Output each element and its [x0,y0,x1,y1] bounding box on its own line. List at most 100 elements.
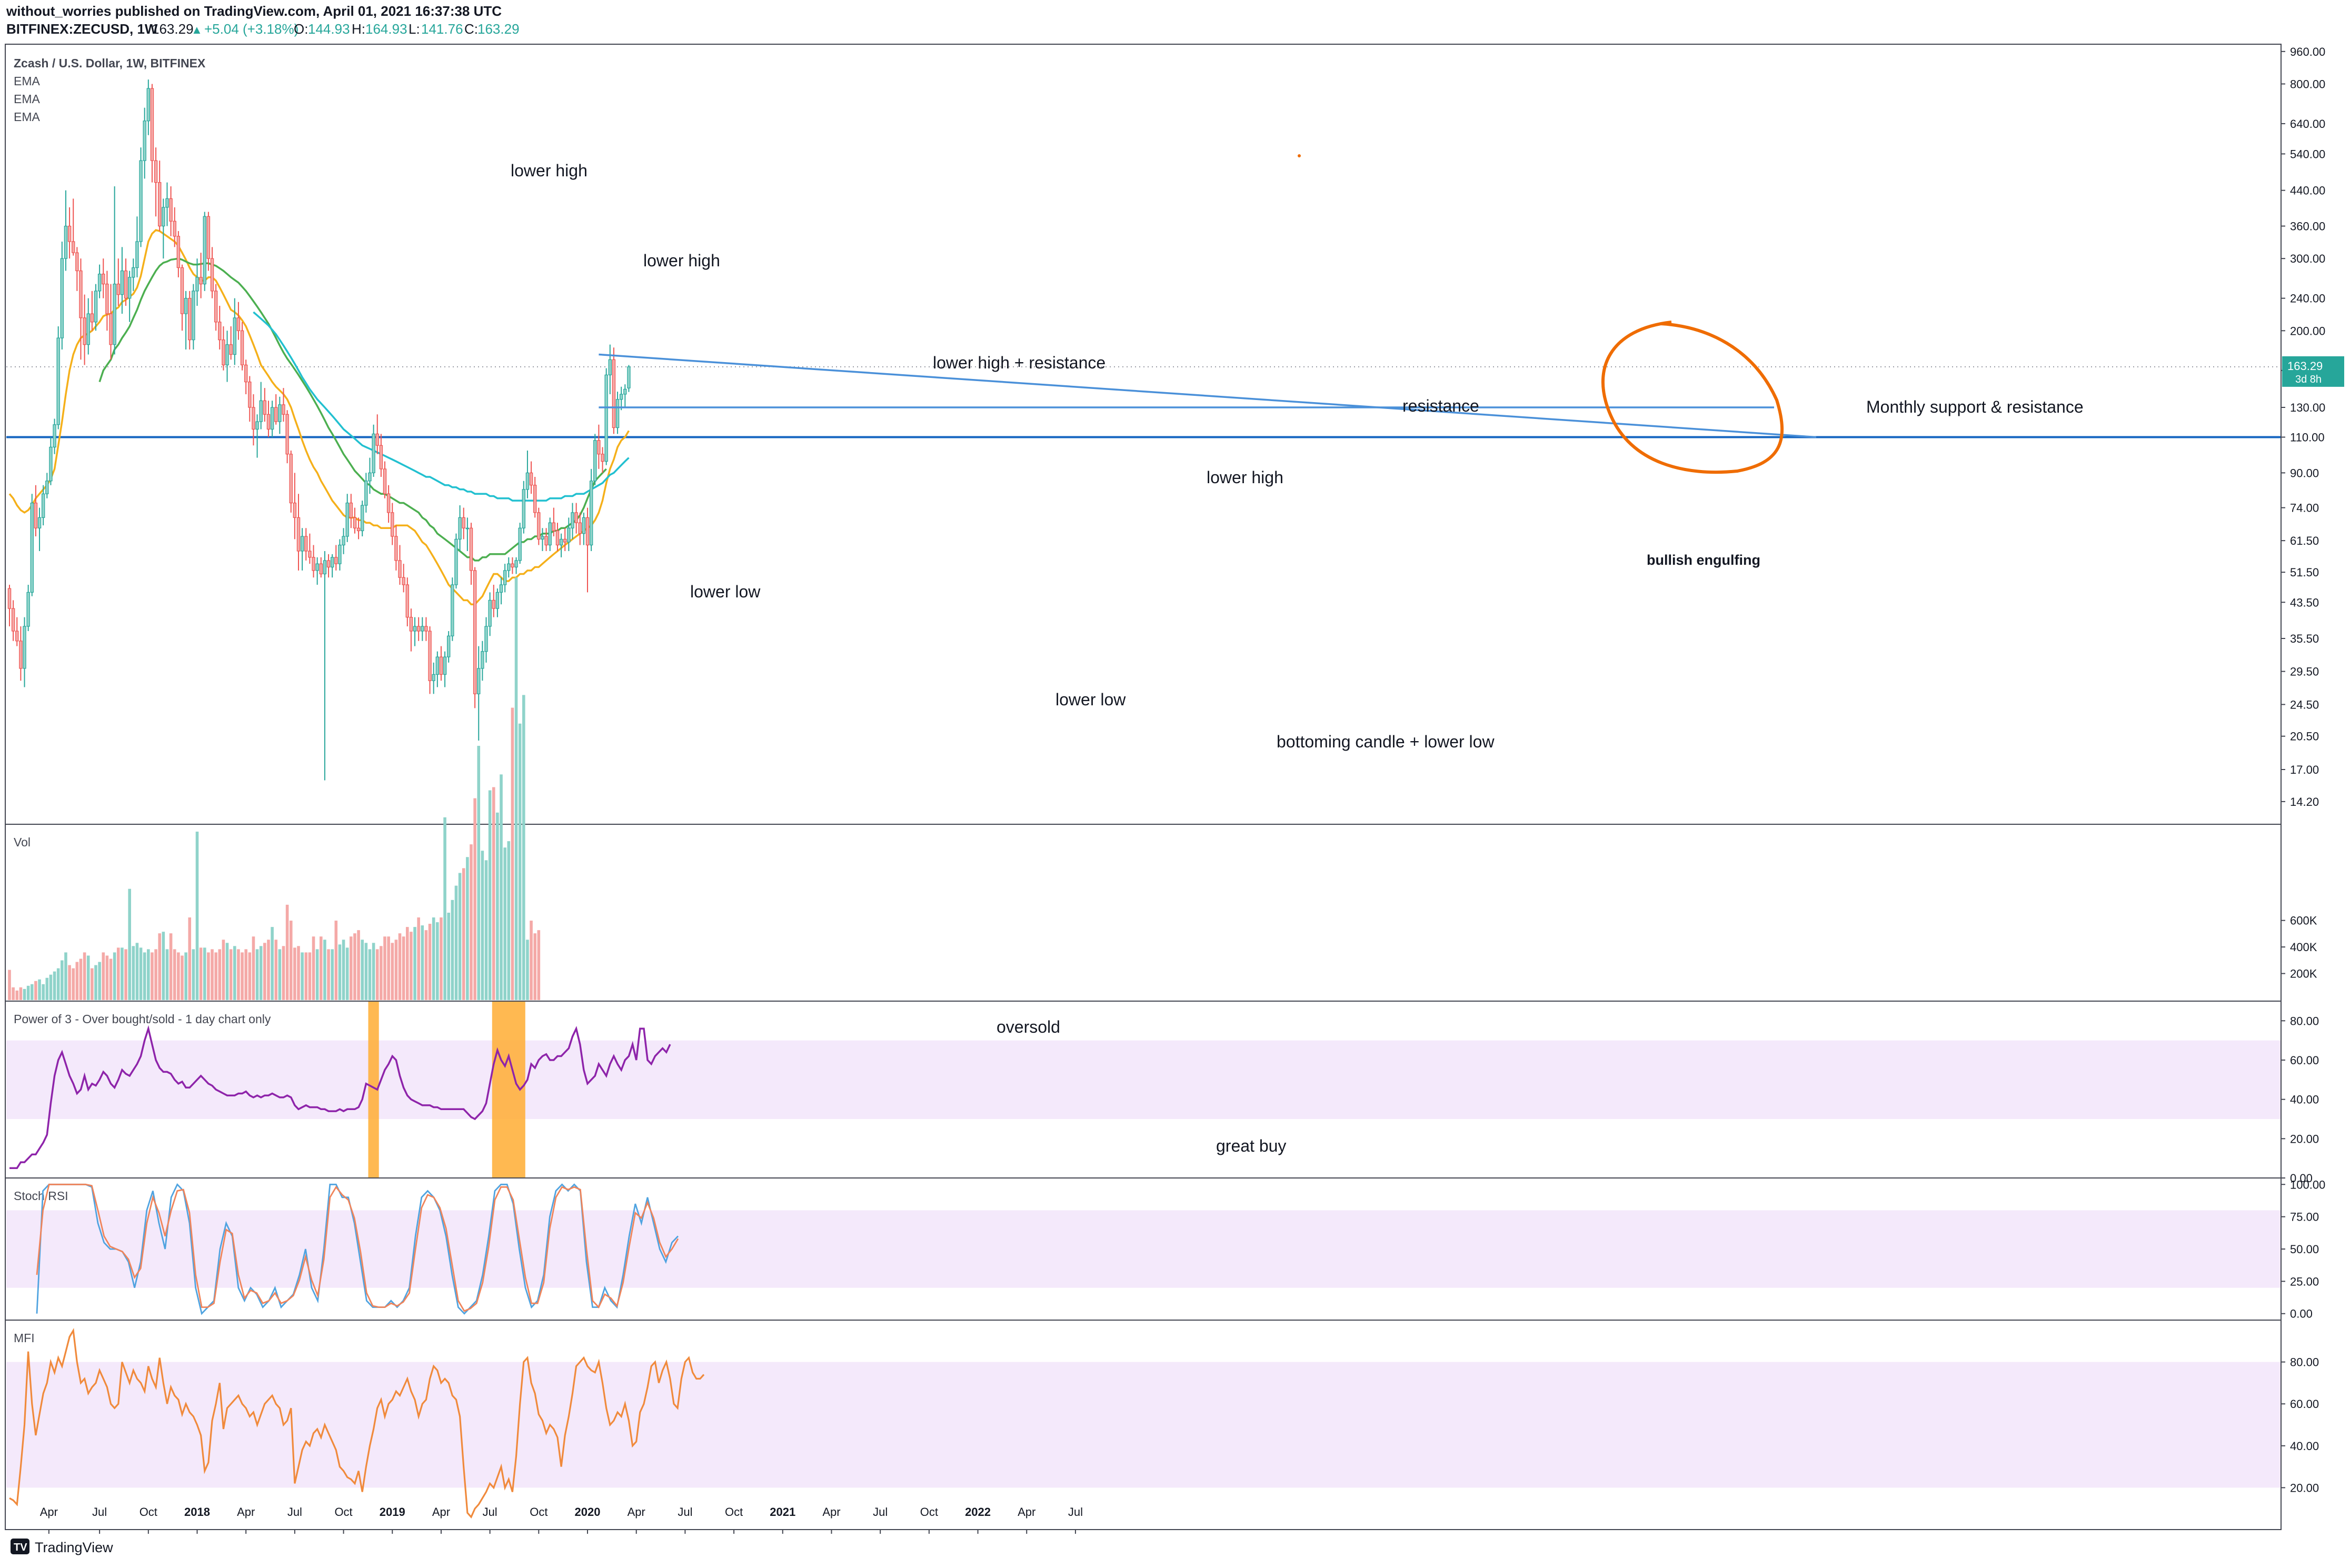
candle [312,545,315,578]
close-label: C: [464,21,478,37]
volume-bar [241,952,244,1000]
candle [439,646,443,681]
volume-bar [331,949,334,1000]
publisher-line: without_worries published on TradingView… [6,3,502,19]
annotation-circle [1601,321,1784,474]
volume-bar [511,707,514,1000]
volume-bar [488,790,492,1000]
candle [255,414,259,458]
candle [361,501,364,536]
price-tick: 440.00 [2290,184,2325,197]
candle [26,584,30,631]
volume-bar [375,949,379,1000]
candle [541,528,544,551]
volume-bar [19,987,23,1000]
volume-bar [259,946,263,1000]
volume-bar [470,844,473,1000]
volume-bar [496,812,499,1000]
close-value: 163.29 [477,21,520,37]
candle [454,533,458,589]
volume-bar [421,925,424,1000]
volume-bar [432,917,435,1000]
price-tick: 90.00 [2290,466,2319,480]
candle [492,584,495,617]
volume-bar [38,979,41,1000]
volume-bar [229,949,233,1000]
annotation-dot [1298,154,1301,157]
candle [252,394,255,446]
candle [263,388,267,422]
last-price: 163.29 [152,21,194,37]
volume-bar [56,968,60,1000]
change-arrow-icon: ▲ [191,23,203,36]
volume-bar [8,970,11,1000]
volume-bar [372,943,375,1000]
volume-bar [132,946,135,1000]
candle [169,186,173,236]
volume-bar [364,943,368,1000]
volume-bar [188,917,192,1000]
volume-bar [248,952,252,1000]
stoch-d-line [36,1183,679,1312]
ema-legend-2: EMA [14,92,41,106]
volume-tick: 400K [2290,941,2317,954]
time-tick: 2022 [965,1505,991,1519]
stoch-tick: 25.00 [2290,1275,2319,1288]
time-tick: Jul [483,1505,497,1519]
candle [518,523,522,564]
time-scale[interactable]: Apr Jul Oct 2018 Apr Jul Oct 2019 Apr Jul Oct 2020 A… [40,1505,1083,1534]
candle [90,291,94,331]
volume-bar [447,912,451,1000]
price-tick: 35.50 [2290,632,2319,645]
candle [240,322,244,371]
candle [75,247,79,291]
candle [593,434,597,485]
highlight-zone-1 [368,1002,379,1177]
candle [424,617,428,641]
mfi-tick: 20.00 [2290,1481,2319,1494]
annotation-label: lower high [643,251,720,270]
volume-bar [473,798,476,1000]
price-tick: 240.00 [2290,292,2325,305]
volume-bar [61,960,64,1000]
candle [481,641,484,681]
candle [146,79,151,135]
candle [285,410,289,464]
price-scale[interactable]: 960.00 800.00 640.00 540.00 440.00 360.00 300.… [2281,45,2344,1495]
volume-bar [417,917,420,1000]
stoch-band [6,1210,2281,1288]
candle [248,376,252,422]
mfi-tick: 80.00 [2290,1356,2319,1369]
candle [567,517,571,551]
volume-bar [361,940,364,1000]
candle [383,461,387,498]
volume-bar [195,832,199,1000]
candle [120,247,124,314]
volume-bar [158,933,161,1000]
candle [60,241,64,349]
volume-bar [285,904,289,1000]
time-tick: Jul [873,1505,888,1519]
price-tick: 14.20 [2290,795,2319,808]
annotation-label: lower high + resistance [933,353,1106,372]
candle [589,468,593,551]
volume-bar [45,977,49,1000]
volume-bar [424,930,428,1000]
candle [116,258,120,306]
price-tick: 51.50 [2290,566,2319,579]
candle [274,394,278,425]
candle [627,365,631,392]
volume-bar [116,947,120,1000]
mfi-tick: 60.00 [2290,1397,2319,1411]
high-label: H: [352,21,365,37]
candle [315,557,319,585]
candle [544,528,548,551]
time-tick: Jul [678,1505,692,1519]
candles [7,79,631,781]
candle [67,207,72,259]
volume-bar [124,949,127,1000]
candle [364,473,368,513]
volume-bar [492,787,495,1000]
mfi-band [6,1362,2281,1488]
volume-bar [252,936,255,1000]
